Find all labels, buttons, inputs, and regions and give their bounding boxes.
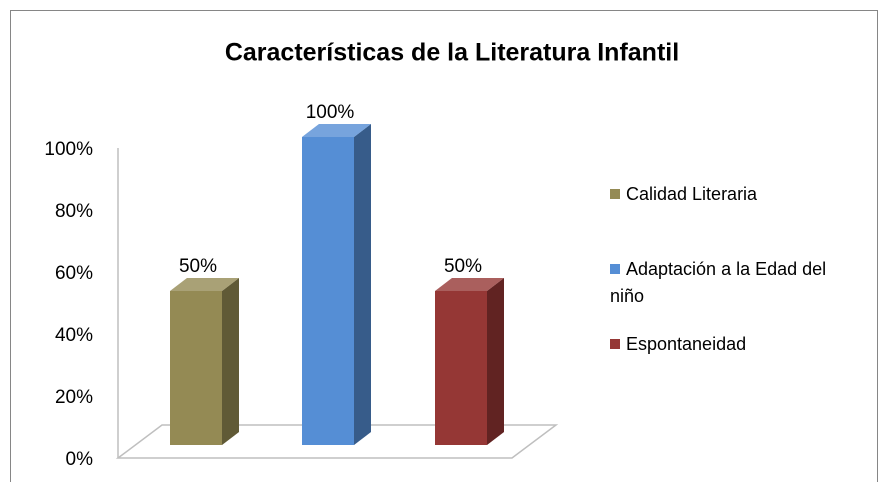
chart-title: Características de la Literatura Infanti… [225,39,679,67]
bar-side-shade [222,278,239,445]
legend-key [610,339,620,349]
legend-key [610,189,620,199]
bar-top [435,278,504,291]
bar-side [222,278,239,445]
legend-label: Adaptación a la Edad del niño [610,259,827,306]
bar-side-shade [487,278,504,445]
bar [170,291,222,445]
y-tick-label: 80% [55,201,93,222]
bar [302,137,354,445]
legend-label: Calidad Literaria [626,184,758,204]
data-label: 50% [179,256,217,277]
y-tick-label: 20% [55,387,93,408]
legend-label: Espontaneidad [626,334,747,354]
bar-top-shade [170,278,239,291]
bar-side [354,124,371,445]
legend-item: Calidad Literaria [610,181,860,208]
bar-side-shade [354,124,371,445]
bar-top [170,278,239,291]
y-tick-label: 60% [55,263,93,284]
legend-key [610,264,620,274]
bar-top-shade [302,124,371,137]
data-label: 50% [444,256,482,277]
legend-item: Espontaneidad [610,331,860,358]
bar-top [302,124,371,137]
y-tick-label: 40% [55,325,93,346]
bar [435,291,487,445]
y-tick-label: 100% [44,139,93,160]
legend-item: Adaptación a la Edad del niño [610,256,860,310]
y-tick-label: 0% [66,449,94,470]
bar-top-shade [435,278,504,291]
bar-side [487,278,504,445]
data-label: 100% [306,102,355,123]
